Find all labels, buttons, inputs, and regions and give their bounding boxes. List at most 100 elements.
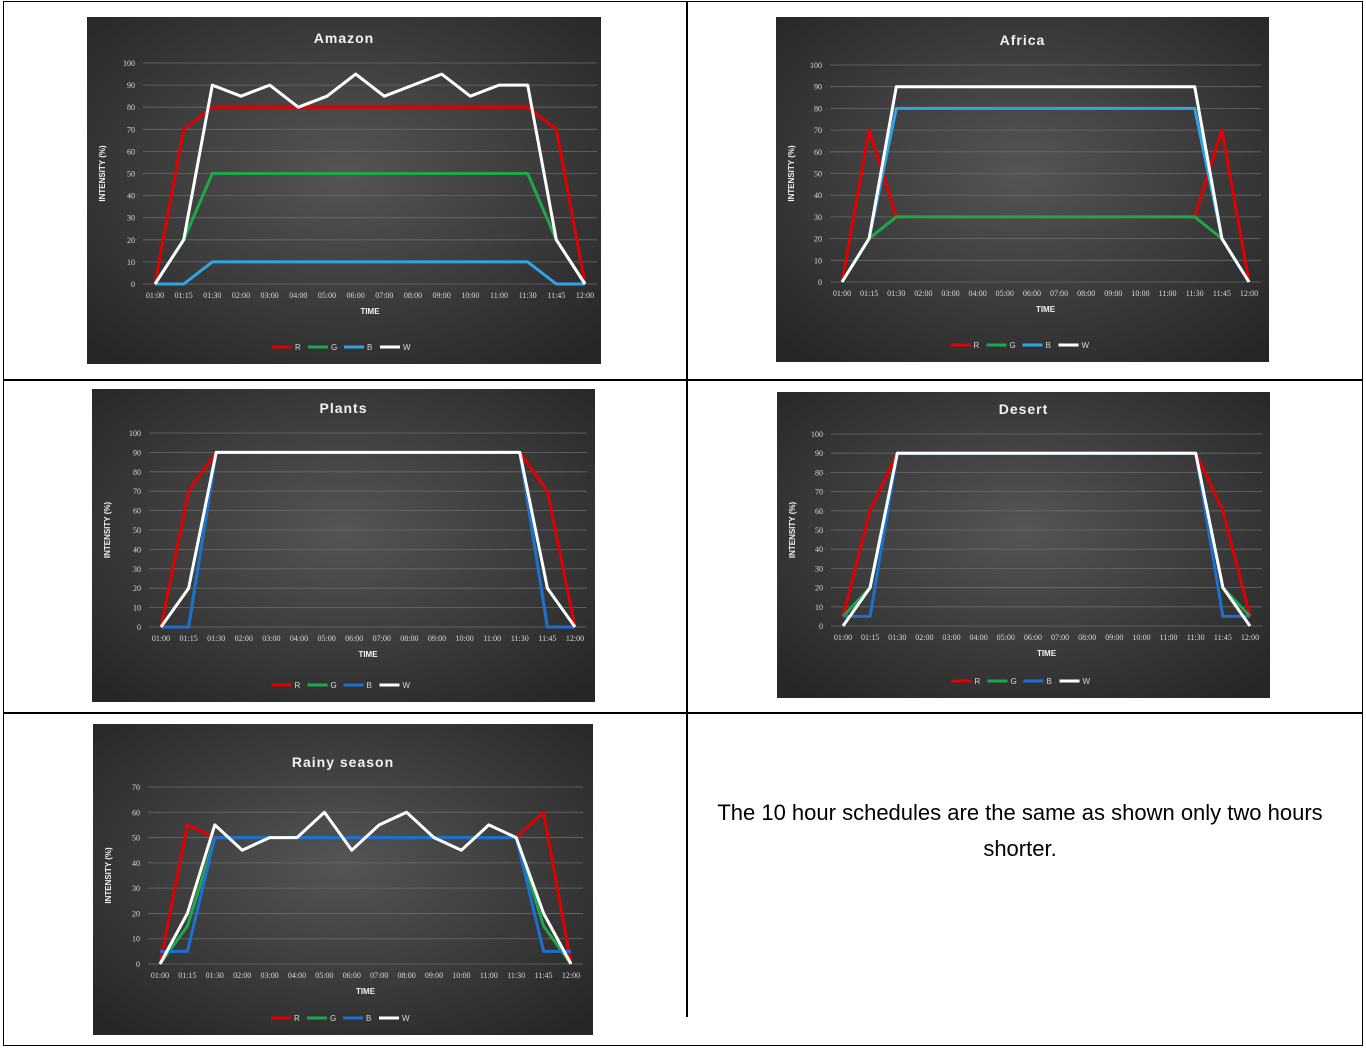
y-tick-label: 80 [814,104,822,113]
x-tick-label: 07:00 [373,634,391,643]
chart-africa: Africa 0 10 20 30 40 50 60 70 80 90 100 01:00 01:15 01… [776,17,1269,362]
x-axis-label: TIME [358,650,378,659]
x-tick-label: 03:00 [941,289,959,298]
x-axis-label: TIME [1036,305,1056,314]
x-tick-label: 09:00 [428,634,446,643]
y-tick-label: 20 [127,236,135,245]
x-axis-label: TIME [1037,649,1057,658]
y-tick-label: 70 [133,487,141,496]
x-tick-label: 01:00 [834,633,852,642]
legend-label-W: W [1082,341,1090,350]
y-tick-label: 100 [811,430,823,439]
x-tick-label: 01:00 [152,634,170,643]
x-tick-label: 04:00 [969,289,987,298]
x-tick-label: 01:30 [206,971,224,980]
y-tick-label: 0 [136,960,140,969]
column-divider [686,2,688,1017]
legend-label-B: B [1047,677,1052,686]
x-tick-label: 01:00 [146,291,164,300]
x-tick-label: 04:00 [290,634,308,643]
x-tick-label: 12:00 [1240,289,1258,298]
y-tick-label: 0 [131,280,135,289]
x-tick-label: 09:00 [425,971,443,980]
legend-label-G: G [330,1014,336,1023]
legend-label-B: B [367,681,372,690]
series-line-W [840,85,1251,283]
legend-label-W: W [1083,677,1091,686]
x-tick-label: 02:00 [915,633,933,642]
x-tick-label: 01:15 [861,633,879,642]
y-tick-label: 50 [815,526,823,535]
x-tick-label: 11:45 [535,971,553,980]
y-tick-label: 50 [132,834,140,843]
chart-background [87,17,601,364]
y-tick-label: 20 [815,584,823,593]
legend-label-G: G [331,681,337,690]
series-line-R [153,105,587,285]
x-tick-label: 05:00 [318,291,336,300]
legend-label-R: R [975,677,981,686]
x-tick-label: 11:45 [547,291,565,300]
series-line-B [155,260,585,286]
y-tick-label: 20 [132,909,140,918]
y-tick-label: 60 [814,148,822,157]
y-tick-label: 40 [133,545,141,554]
series-line-W [841,451,1252,627]
x-tick-label: 02:00 [233,971,251,980]
x-tick-label: 11:45 [1213,289,1231,298]
x-tick-label: 01:15 [175,291,193,300]
x-tick-label: 06:00 [345,634,363,643]
y-tick-label: 50 [133,526,141,535]
x-tick-label: 04:00 [289,291,307,300]
x-tick-label: 09:00 [1104,289,1122,298]
chart-svg: Plants 0 10 20 30 40 50 60 70 80 90 100 01:00 01:15 01… [92,389,595,702]
x-tick-label: 11:30 [511,634,529,643]
x-tick-label: 07:00 [1050,289,1068,298]
y-tick-label: 90 [133,448,141,457]
y-tick-label: 0 [137,623,141,632]
x-tick-label: 05:00 [317,634,335,643]
legend-label-R: R [295,343,301,352]
x-tick-label: 10:00 [1132,633,1150,642]
y-tick-label: 0 [819,622,823,631]
row-divider [4,379,1362,381]
y-tick-label: 70 [127,125,135,134]
y-tick-label: 10 [132,935,140,944]
x-tick-label: 11:45 [1214,633,1232,642]
x-tick-label: 04:00 [288,971,306,980]
series-line-W [158,810,573,965]
y-tick-label: 90 [815,449,823,458]
y-axis-label: INTENSITY (%) [787,145,796,202]
chart-amazon: Amazon 0 10 20 30 40 50 60 70 80 90 100 01:00 01:15 01… [87,17,601,364]
y-tick-label: 70 [815,488,823,497]
x-tick-label: 01:00 [833,289,851,298]
x-tick-label: 11:00 [483,634,501,643]
x-tick-label: 10:00 [452,971,470,980]
y-tick-label: 60 [132,808,140,817]
x-tick-label: 06:00 [1023,289,1041,298]
y-tick-label: 90 [127,81,135,90]
x-tick-label: 01:15 [178,971,196,980]
x-tick-label: 01:30 [887,289,905,298]
x-tick-label: 06:00 [343,971,361,980]
x-tick-label: 11:30 [519,291,537,300]
chart-title: Rainy season [292,754,394,770]
y-tick-label: 50 [814,170,822,179]
x-tick-label: 10:00 [1131,289,1149,298]
x-tick-label: 03:00 [260,971,278,980]
x-tick-label: 12:00 [576,291,594,300]
y-tick-label: 100 [810,61,822,70]
chart-background [92,389,595,702]
legend-label-G: G [1011,677,1017,686]
x-tick-label: 06:00 [347,291,365,300]
y-tick-label: 10 [814,256,822,265]
x-tick-label: 07:00 [370,971,388,980]
chart-svg: Rainy season 0 10 20 30 40 50 60 70 01:00 01:15 01:… [93,724,593,1035]
x-axis-label: TIME [360,307,380,316]
y-axis-label: INTENSITY (%) [98,145,107,202]
y-tick-label: 30 [815,564,823,573]
y-tick-label: 40 [815,545,823,554]
legend-label-B: B [367,343,372,352]
x-tick-label: 01:30 [888,633,906,642]
x-tick-label: 08:00 [1077,289,1095,298]
